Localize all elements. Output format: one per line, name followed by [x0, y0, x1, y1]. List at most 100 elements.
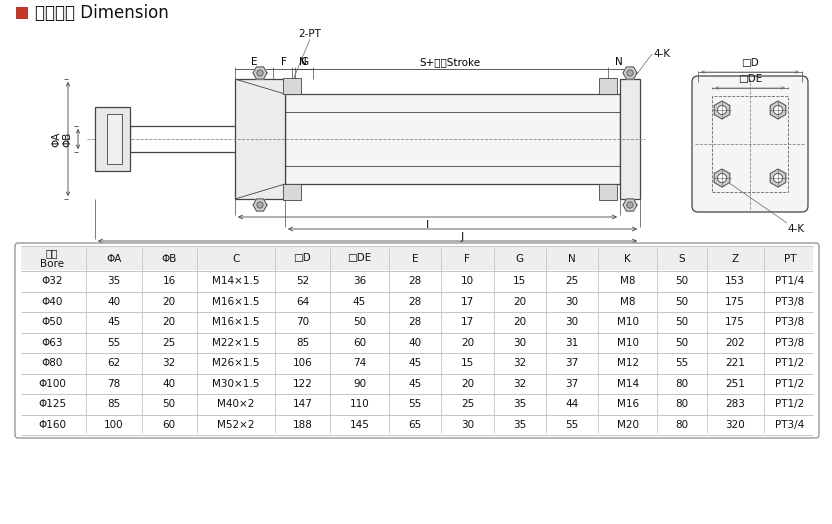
Text: 251: 251 [726, 379, 745, 389]
Text: Φ50: Φ50 [42, 317, 63, 328]
Text: M20: M20 [617, 420, 639, 430]
Text: 175: 175 [726, 317, 745, 328]
Text: 4-K: 4-K [787, 224, 804, 234]
Text: 28: 28 [409, 317, 422, 328]
Bar [712, 96, 788, 192]
Text: 52: 52 [295, 276, 309, 286]
Bar [16, 7, 28, 19]
Text: 221: 221 [726, 358, 745, 368]
Text: M22×1.5: M22×1.5 [212, 338, 260, 348]
Text: 110: 110 [349, 399, 369, 409]
Text: ΦA: ΦA [51, 132, 61, 147]
Text: 外型尺寸 Dimension: 外型尺寸 Dimension [35, 4, 169, 22]
Text: M14: M14 [617, 379, 639, 389]
Text: 37: 37 [566, 358, 579, 368]
Text: S+行程Stroke: S+行程Stroke [419, 57, 481, 67]
Text: 17: 17 [461, 317, 474, 328]
Text: 30: 30 [461, 420, 474, 430]
Text: G: G [300, 57, 308, 67]
Text: Φ40: Φ40 [42, 297, 63, 307]
Text: PT1/4: PT1/4 [775, 276, 805, 286]
Text: 30: 30 [513, 338, 527, 348]
Text: Φ80: Φ80 [42, 358, 63, 368]
Text: M30×1.5: M30×1.5 [212, 379, 260, 389]
Text: C: C [109, 124, 116, 134]
Text: PT3/4: PT3/4 [775, 420, 805, 430]
Text: 25: 25 [566, 276, 579, 286]
Text: F: F [281, 57, 287, 67]
Text: 2-PT: 2-PT [299, 29, 321, 39]
Text: M10: M10 [617, 338, 639, 348]
Text: Φ160: Φ160 [38, 420, 67, 430]
Text: 20: 20 [513, 297, 527, 307]
Bar [599, 184, 617, 200]
Text: N: N [299, 57, 306, 67]
Text: 20: 20 [461, 338, 474, 348]
Text: 17: 17 [461, 297, 474, 307]
Text: 80: 80 [676, 399, 688, 409]
Text: M16×1.5: M16×1.5 [212, 297, 260, 307]
Circle shape [257, 202, 263, 208]
Bar [235, 79, 285, 199]
Text: 40: 40 [107, 297, 121, 307]
Text: E: E [412, 254, 418, 264]
Text: M10: M10 [617, 317, 639, 328]
Text: 74: 74 [353, 358, 366, 368]
Text: M8: M8 [620, 276, 636, 286]
Text: 70: 70 [296, 317, 309, 328]
Text: 15: 15 [513, 276, 527, 286]
Text: 20: 20 [163, 317, 176, 328]
Text: G: G [516, 254, 524, 264]
Text: □DE: □DE [347, 254, 372, 264]
Text: M26×1.5: M26×1.5 [212, 358, 260, 368]
Text: I: I [426, 220, 429, 230]
FancyBboxPatch shape [692, 76, 808, 212]
Text: 175: 175 [726, 297, 745, 307]
Text: PT3/8: PT3/8 [775, 297, 805, 307]
Text: □D: □D [294, 254, 311, 264]
Text: 45: 45 [107, 317, 121, 328]
Bar [620, 79, 640, 199]
Text: 122: 122 [293, 379, 312, 389]
Text: □D: □D [741, 58, 759, 68]
Circle shape [774, 105, 783, 115]
Text: M12: M12 [617, 358, 639, 368]
Text: 55: 55 [566, 420, 579, 430]
Circle shape [774, 173, 783, 182]
Polygon shape [253, 199, 267, 211]
Text: Φ63: Φ63 [42, 338, 63, 348]
Bar [285, 94, 620, 184]
Text: 202: 202 [726, 338, 745, 348]
Text: 283: 283 [726, 399, 745, 409]
Text: 44: 44 [566, 399, 579, 409]
Text: 55: 55 [409, 399, 422, 409]
Text: 35: 35 [107, 276, 121, 286]
Bar [21, 247, 813, 270]
Text: 65: 65 [409, 420, 422, 430]
Text: M16: M16 [617, 399, 639, 409]
FancyBboxPatch shape [15, 243, 819, 438]
Text: 37: 37 [566, 379, 579, 389]
Bar [283, 78, 301, 94]
Text: 55: 55 [676, 358, 689, 368]
Text: 40: 40 [409, 338, 422, 348]
Polygon shape [623, 67, 637, 79]
Text: 32: 32 [513, 379, 527, 389]
Circle shape [717, 173, 726, 182]
Text: 100: 100 [104, 420, 124, 430]
Text: 45: 45 [353, 297, 366, 307]
Text: 25: 25 [162, 338, 176, 348]
Text: 64: 64 [295, 297, 309, 307]
Text: 78: 78 [107, 379, 121, 389]
Text: K: K [624, 254, 631, 264]
Text: 106: 106 [293, 358, 312, 368]
Text: PT1/2: PT1/2 [775, 399, 805, 409]
Text: ΦA: ΦA [106, 254, 121, 264]
Bar [107, 114, 122, 164]
Text: 145: 145 [349, 420, 369, 430]
Text: Φ125: Φ125 [38, 399, 67, 409]
Text: 40: 40 [163, 379, 176, 389]
Bar [599, 78, 617, 94]
Text: Z+行程Stroke: Z+行程Stroke [334, 244, 400, 254]
Text: 50: 50 [676, 338, 688, 348]
